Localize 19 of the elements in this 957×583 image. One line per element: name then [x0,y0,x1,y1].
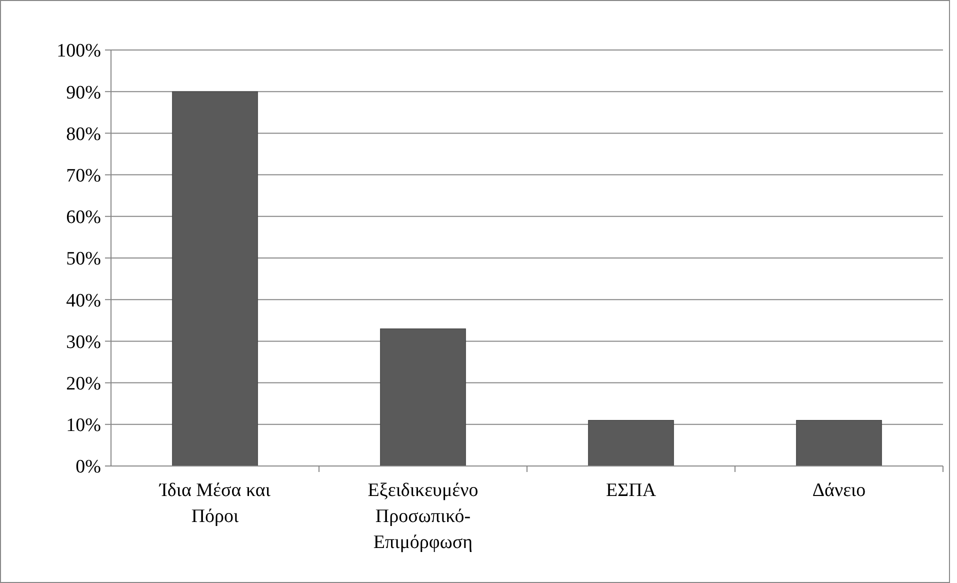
bar [172,91,258,466]
bar [588,420,674,466]
x-tick-label: Εξειδικευμένο Προσωπικό-Επιμόρφωση [368,480,478,553]
y-tick-label: 70% [66,165,102,186]
x-tick-label: Δάνειο [812,480,866,501]
y-tick-label: 30% [66,332,102,353]
bar [796,420,882,466]
y-tick-label: 0% [76,456,102,478]
x-tick-label: ΕΣΠΑ [606,480,656,501]
y-tick-label: 20% [66,373,102,394]
y-tick-label: 60% [66,207,102,228]
y-tick-label: 100% [56,40,102,62]
y-tick-label: 80% [66,124,102,145]
x-tick-label: Ίδια Μέσα και Πόροι [158,480,272,527]
y-tick-label: 10% [66,415,102,436]
y-tick-label: 90% [66,82,102,104]
y-tick-label: 40% [66,290,102,312]
bar [380,328,466,466]
y-tick-label: 50% [66,248,102,270]
